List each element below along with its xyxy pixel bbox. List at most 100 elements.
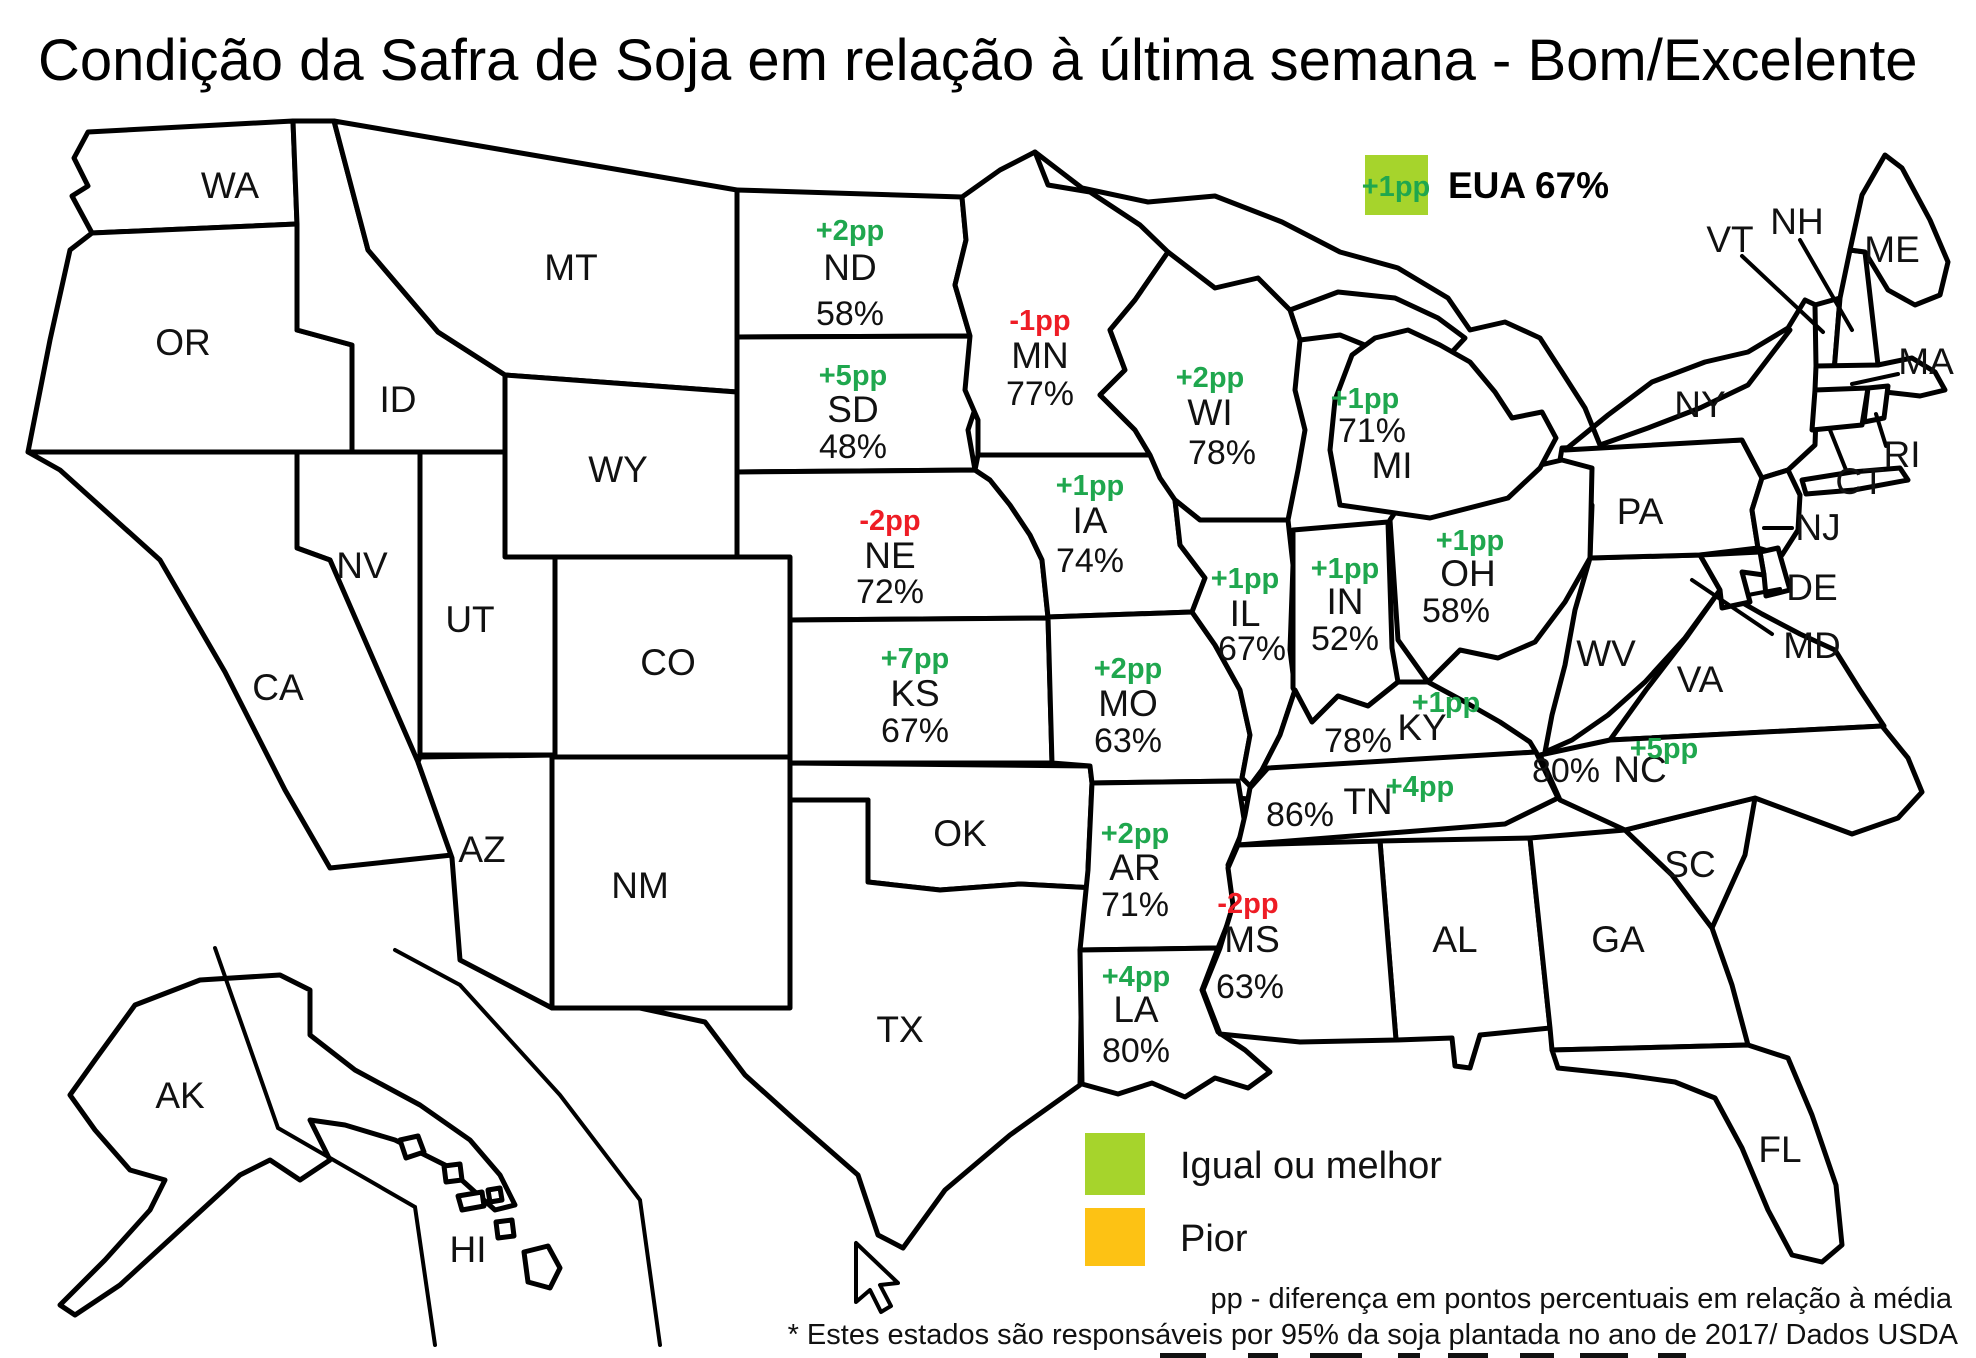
state-nd-abbr: ND (823, 247, 876, 288)
state-vt-label: VT (1706, 219, 1753, 260)
state-id-label: ID (380, 379, 417, 420)
canada-great-lakes-border (1032, 149, 1793, 448)
state-ms-abbr: MS (1224, 919, 1280, 960)
state-nh-label: NH (1770, 201, 1823, 242)
mouse-cursor (854, 1241, 900, 1314)
national-swatch (1365, 155, 1428, 215)
footer-note-pp: pp - diferença em pontos percentuais em … (1210, 1283, 1952, 1315)
state-ga-label: GA (1591, 919, 1645, 960)
state-ky-abbr: KY (1397, 707, 1446, 748)
state-tx-shape (637, 797, 1098, 1251)
state-ky-shape (1247, 679, 1539, 789)
state-ms-pp: -2pp (1217, 888, 1278, 920)
state-hi-island-2 (441, 1161, 465, 1185)
state-ny-long-island-shape (1799, 465, 1911, 497)
state-wi-pp: +2pp (1176, 362, 1245, 394)
callout-line-ri (1874, 412, 1888, 448)
legend-label-worse: Pior (1180, 1218, 1248, 1260)
state-ct-label: CT (1835, 461, 1884, 502)
callout-line-ct (1828, 428, 1848, 472)
callout-line-vt (1740, 254, 1825, 334)
state-wi-pct: 78% (1188, 434, 1256, 472)
state-il-pct: 67% (1218, 630, 1286, 668)
state-az-label: AZ (458, 829, 505, 870)
state-md-label: MD (1783, 625, 1841, 666)
legend-swatch-better (1085, 1133, 1145, 1195)
state-ri-label: RI (1884, 434, 1921, 475)
state-fl-shape (1549, 1042, 1845, 1265)
state-va-label: VA (1677, 659, 1724, 700)
state-la-pct: 80% (1102, 1032, 1170, 1070)
state-ut-label: UT (445, 599, 494, 640)
state-ne-abbr: NE (864, 535, 915, 576)
state-il-abbr: IL (1230, 593, 1261, 634)
state-mn-pp: -1pp (1009, 305, 1070, 337)
state-ca-shape (25, 449, 455, 871)
state-mt-label: MT (544, 247, 597, 288)
state-sc-label: SC (1664, 844, 1715, 885)
state-mi-pp: +1pp (1331, 383, 1400, 415)
state-nm-shape (549, 754, 793, 1011)
footer-note-source: * Estes estados são responsáveis por 95%… (788, 1319, 1959, 1351)
state-hi-island-3 (455, 1189, 487, 1213)
state-de-label: DE (1786, 567, 1837, 608)
state-tx-label: TX (876, 1009, 923, 1050)
state-tn-shape (1235, 749, 1561, 848)
state-nc-pct: 80% (1532, 752, 1600, 790)
state-hi-island-4 (485, 1185, 505, 1205)
state-fl-label: FL (1758, 1129, 1801, 1170)
state-ky-pp: +1pp (1412, 687, 1481, 719)
state-mi-shape (1327, 327, 1559, 521)
state-me-shape (1847, 152, 1951, 308)
state-ne-pct: 72% (856, 573, 924, 611)
state-in-pp: +1pp (1311, 553, 1380, 585)
state-ks-abbr: KS (890, 673, 939, 714)
state-ma-label: MA (1898, 341, 1954, 382)
state-az-shape (415, 752, 558, 1011)
state-nc-abbr: NC (1613, 749, 1666, 790)
state-wi-abbr: WI (1187, 392, 1232, 433)
state-tn-pct: 86% (1266, 796, 1334, 834)
state-ak-shape (57, 972, 518, 1318)
state-hi-island-1 (397, 1133, 427, 1161)
state-wy-label: WY (588, 449, 648, 490)
state-mn-pct: 77% (1006, 375, 1074, 413)
state-mo-pp: +2pp (1094, 653, 1163, 685)
state-nj-label: NJ (1795, 507, 1840, 548)
state-in-abbr: IN (1327, 581, 1364, 622)
state-nm-label: NM (611, 865, 669, 906)
state-sd-pct: 48% (819, 428, 887, 466)
state-hi-island-6 (521, 1243, 563, 1291)
state-tn-pp: +4pp (1386, 771, 1455, 803)
state-nc-shape (1537, 723, 1925, 837)
state-ok-label: OK (933, 813, 987, 854)
state-in-pct: 52% (1311, 620, 1379, 658)
state-wa-shape (69, 118, 300, 236)
state-tn-abbr: TN (1343, 781, 1392, 822)
state-nc-pp: +5pp (1630, 733, 1699, 765)
state-oh-pct: 58% (1422, 592, 1490, 630)
state-co-label: CO (640, 642, 696, 683)
state-wa-label: WA (201, 165, 260, 206)
state-oh-pp: +1pp (1436, 525, 1505, 557)
state-or-label: OR (155, 322, 211, 363)
state-ny-label: NY (1674, 384, 1725, 425)
state-ak-label: AK (155, 1075, 205, 1116)
national-label: EUA 67% (1448, 165, 1609, 206)
page-title: Condição da Safra de Soja em relação à ú… (38, 28, 1918, 93)
state-labels-data: +2pp ND 58% +5pp SD 48% -2pp NE 72% +7pp… (816, 215, 1699, 1070)
national-summary: +1pp EUA 67% (1362, 155, 1609, 215)
colored-states (734, 149, 1925, 1100)
state-ct-shape (1809, 385, 1871, 433)
state-ia-pp: +1pp (1056, 470, 1125, 502)
legend-swatch-worse (1085, 1208, 1145, 1266)
state-ca-label: CA (252, 667, 304, 708)
state-nv-label: NV (336, 545, 388, 586)
state-il-pp: +1pp (1211, 563, 1280, 595)
state-nj-shape (1749, 467, 1803, 558)
callout-line-nh (1798, 238, 1854, 332)
national-pp: +1pp (1362, 171, 1431, 203)
state-ne-pp: -2pp (859, 505, 920, 537)
state-ri-shape (1861, 383, 1891, 425)
